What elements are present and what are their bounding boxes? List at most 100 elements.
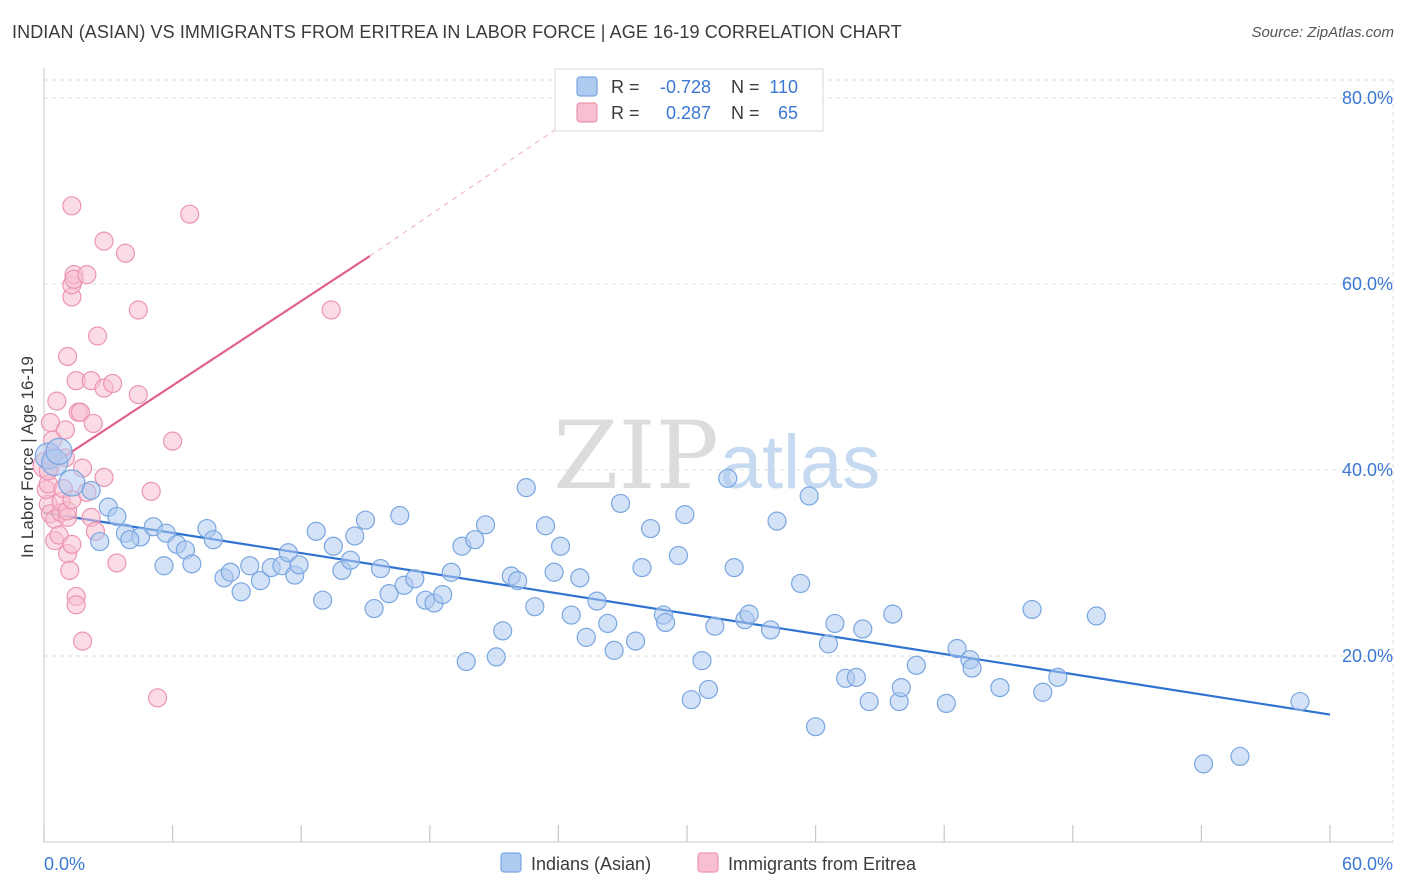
data-point-indians: [990, 677, 1010, 698]
data-point-indians: [81, 480, 101, 501]
data-point-indians: [370, 558, 391, 579]
data-point-indians: [799, 486, 819, 506]
legend-frame: [554, 68, 824, 132]
data-point-indians: [681, 690, 701, 710]
data-point-indians: [441, 562, 461, 582]
data-point-eritrea: [163, 431, 183, 451]
data-point-indians: [508, 571, 528, 591]
series-legend-swatch-eritrea: [697, 852, 719, 873]
data-point-eritrea: [72, 631, 93, 651]
data-point-indians: [947, 638, 967, 659]
data-point-indians: [587, 591, 607, 611]
data-point-indians: [570, 568, 590, 588]
data-point-eritrea: [321, 300, 341, 320]
legend-n-value-2: 65: [778, 103, 798, 123]
data-point-eritrea: [87, 326, 108, 346]
data-point-indians: [323, 536, 343, 556]
data-point-indians: [456, 651, 476, 672]
data-point-eritrea: [102, 373, 123, 394]
data-point-indians: [90, 531, 110, 552]
data-point-indians: [698, 679, 719, 700]
data-point-indians: [668, 545, 689, 566]
data-point-indians: [240, 556, 260, 576]
y-tick-label-40: 40.0%: [1342, 460, 1393, 480]
axes: [43, 68, 1393, 843]
data-point-indians: [525, 597, 545, 617]
data-point-indians: [289, 555, 309, 575]
legend-n-label-1: N =: [731, 77, 760, 97]
data-point-indians: [610, 493, 631, 514]
data-point-indians: [790, 573, 811, 594]
data-point-indians: [859, 691, 879, 712]
data-point-indians: [493, 621, 513, 641]
data-point-indians: [853, 619, 873, 639]
data-point-eritrea: [62, 196, 82, 216]
y-tick-label-60: 60.0%: [1342, 274, 1393, 294]
data-point-eritrea: [115, 243, 136, 263]
trend-line-eritrea: [43, 255, 371, 471]
data-point-eritrea: [47, 391, 67, 411]
chart-title: INDIAN (ASIAN) VS IMMIGRANTS FROM ERITRE…: [12, 22, 902, 42]
data-point-indians: [364, 598, 384, 619]
trend-lines: [43, 119, 1331, 716]
data-point-indians: [154, 556, 174, 576]
data-point-indians: [604, 640, 624, 660]
data-point-indians: [120, 530, 140, 550]
data-point-eritrea: [57, 346, 78, 367]
series-legend: Indians (Asian) Immigrants from Eritrea: [500, 852, 917, 874]
trend-line-indians: [43, 511, 1331, 716]
y-tick-label-80: 80.0%: [1342, 88, 1393, 108]
data-point-indians: [433, 584, 453, 605]
data-point-eritrea: [77, 265, 97, 285]
data-point-indians: [45, 437, 73, 465]
data-point-indians: [675, 504, 695, 525]
data-point-indians: [345, 526, 365, 546]
data-point-indians: [405, 569, 425, 589]
data-point-indians: [936, 693, 956, 714]
data-point-indians: [1290, 691, 1310, 712]
data-point-indians: [561, 605, 581, 625]
data-point-indians: [1033, 682, 1053, 702]
y-tick-labels: 20.0% 40.0% 60.0% 80.0%: [1342, 88, 1393, 666]
data-point-indians: [883, 604, 903, 624]
data-point-eritrea: [180, 204, 200, 224]
data-point-indians: [640, 518, 661, 539]
data-point-eritrea: [70, 402, 91, 422]
data-point-indians: [739, 604, 759, 624]
y-axis-title: In Labor Force | Age 16-19: [18, 356, 37, 558]
data-point-eritrea: [60, 560, 80, 581]
data-point-indians: [846, 667, 866, 687]
watermark-atlas: atlas: [720, 420, 881, 505]
data-point-indians: [705, 616, 725, 636]
data-point-eritrea: [55, 420, 76, 440]
x-tick-min: 0.0%: [44, 854, 85, 874]
data-point-eritrea: [128, 300, 148, 320]
data-point-indians: [576, 627, 596, 647]
data-point-indians: [475, 515, 496, 535]
data-point-indians: [760, 620, 781, 640]
points-eritrea: [32, 196, 341, 708]
watermark: ZIP atlas: [553, 402, 880, 511]
source-label: Source: ZipAtlas.com: [1251, 24, 1394, 41]
data-point-indians: [278, 543, 298, 563]
data-point-indians: [306, 521, 326, 541]
data-point-indians: [231, 582, 251, 602]
data-point-eritrea: [141, 481, 161, 501]
data-point-indians: [340, 550, 361, 570]
data-point-indians: [632, 558, 652, 578]
data-point-indians: [1022, 599, 1042, 620]
data-point-eritrea: [147, 688, 168, 708]
legend-swatch-eritrea: [576, 102, 598, 123]
data-point-indians: [465, 530, 485, 550]
data-point-indians: [516, 478, 536, 498]
data-point-indians: [486, 647, 506, 667]
data-point-indians: [379, 584, 399, 604]
data-point-indians: [1086, 606, 1106, 626]
data-point-eritrea: [49, 525, 69, 545]
data-point-indians: [818, 634, 839, 654]
legend-r-label-2: R =: [611, 103, 640, 123]
legend-n-value-1: 110: [769, 77, 798, 97]
series-legend-label-eritrea: Immigrants from Eritrea: [728, 854, 917, 874]
x-tick-max: 60.0%: [1342, 854, 1393, 874]
